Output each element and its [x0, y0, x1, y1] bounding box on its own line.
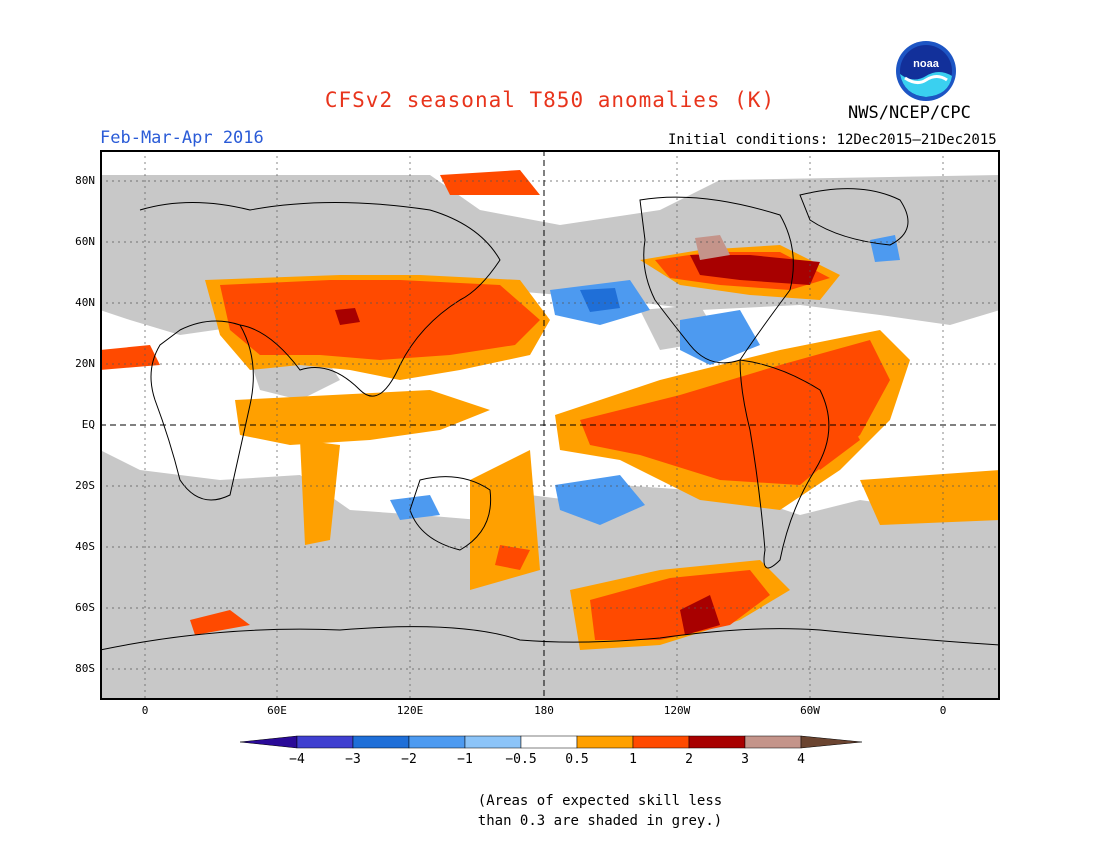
- agency-label: NWS/NCEP/CPC: [848, 103, 971, 123]
- colorbar-bin: [576, 735, 634, 749]
- colorbar-arrow-low: [240, 735, 298, 749]
- colorbar-bin: [744, 735, 802, 749]
- colorbar-arrow-high: [800, 735, 862, 749]
- noaa-logo: noaa: [896, 41, 956, 101]
- colorbar: [240, 735, 862, 749]
- svg-text:noaa: noaa: [913, 58, 940, 70]
- lat-tick: 60S: [75, 601, 95, 614]
- lat-tick: 60N: [75, 235, 95, 248]
- lon-tick: 180: [534, 704, 554, 717]
- lon-tick: 120W: [663, 704, 691, 717]
- season-label: Feb-Mar-Apr 2016: [100, 128, 264, 148]
- colorbar-label: 4: [797, 752, 805, 767]
- skill-note-line2: than 0.3 are shaded in grey.): [477, 813, 723, 829]
- coastlines: [100, 188, 1000, 651]
- colorbar-bin: [408, 735, 466, 749]
- colorbar-bin: [688, 735, 746, 749]
- skill-note: (Areas of expected skill less than 0.3 a…: [440, 791, 760, 831]
- colorbar-bin: [296, 735, 354, 749]
- colorbar-label: −4: [289, 752, 305, 767]
- lat-tick: 80S: [75, 662, 95, 675]
- lon-tick: 60W: [800, 704, 820, 717]
- anomaly-shading: [100, 170, 1000, 650]
- colorbar-label: −2: [401, 752, 417, 767]
- colorbar-label: 1: [629, 752, 637, 767]
- map-title: CFSv2 seasonal T850 anomalies (K): [324, 88, 776, 112]
- lon-tick: 60E: [267, 704, 287, 717]
- skill-note-line1: (Areas of expected skill less: [477, 793, 723, 809]
- colorbar-label: 2: [685, 752, 693, 767]
- lat-tick: 20S: [75, 479, 95, 492]
- colorbar-label: 3: [741, 752, 749, 767]
- colorbar-label: 0.5: [565, 752, 589, 767]
- graticule: [100, 150, 1000, 700]
- lon-tick: 0: [141, 704, 149, 717]
- lon-tick: 120E: [396, 704, 424, 717]
- colorbar-label: −0.5: [505, 752, 537, 767]
- lat-tick: 40S: [75, 540, 95, 553]
- lat-tick: EQ: [81, 418, 95, 431]
- lat-tick: 80N: [75, 174, 95, 187]
- colorbar-label: −1: [457, 752, 473, 767]
- colorbar-label: −3: [345, 752, 361, 767]
- lat-tick: 20N: [75, 357, 95, 370]
- colorbar-bin: [352, 735, 410, 749]
- reference-lines: [100, 150, 1000, 700]
- colorbar-bin: [464, 735, 522, 749]
- lat-tick: 40N: [75, 296, 95, 309]
- initial-conditions-label: Initial conditions: 12Dec2015–21Dec2015: [668, 132, 997, 148]
- colorbar-bin: [520, 735, 578, 749]
- lon-tick: 0: [939, 704, 947, 717]
- anomaly-map: [100, 150, 1000, 700]
- colorbar-bin: [632, 735, 690, 749]
